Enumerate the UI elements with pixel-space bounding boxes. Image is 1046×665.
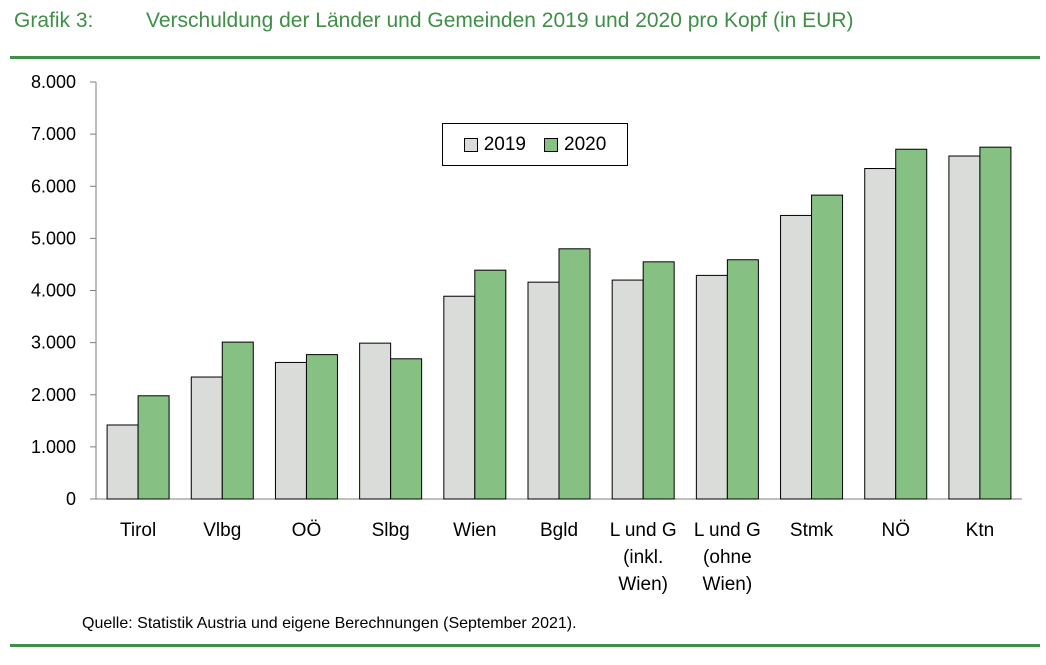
- x-tick-label: L und G (ohne Wien): [694, 520, 761, 595]
- legend-item-2020: 2020: [544, 134, 606, 156]
- x-tick-label: OÖ: [292, 520, 322, 541]
- x-tick-label: Stmk: [790, 520, 834, 541]
- x-tick-label: L und G (inkl. Wien): [610, 520, 677, 595]
- legend-item-2019: 2019: [463, 133, 526, 156]
- bar-2019-5: [527, 281, 560, 500]
- x-tick-label: Ktn: [966, 520, 995, 541]
- bottom-rule: [10, 644, 1040, 647]
- bar-2019-1: [190, 376, 223, 500]
- source-note: Quelle: Statistik Austria und eigene Ber…: [82, 615, 577, 632]
- legend-swatch-2019: [463, 137, 478, 152]
- y-tick-label: 3.000: [31, 333, 76, 353]
- legend-swatch-2020: [544, 137, 558, 152]
- figure-label: Grafik 3:: [14, 9, 94, 32]
- bar-2019-9: [864, 168, 897, 500]
- x-tick-label: Bgld: [540, 520, 578, 541]
- y-tick-label: 7.000: [31, 124, 76, 144]
- bar-2020-9: [895, 148, 928, 500]
- y-tick-label: 6.000: [31, 176, 76, 196]
- bar-2020-2: [305, 354, 338, 500]
- y-tick-label: 5.000: [31, 228, 76, 248]
- top-rule: [10, 56, 1040, 59]
- x-tick-label: Vlbg: [203, 520, 241, 541]
- bar-2020-6: [642, 261, 675, 500]
- chart-legend: 2019 2020: [442, 123, 628, 166]
- bar-2020-4: [474, 269, 507, 500]
- bar-2020-3: [390, 358, 423, 500]
- x-tick-label: Tirol: [120, 520, 156, 541]
- bar-2020-10: [979, 146, 1012, 500]
- figure-header: Grafik 3: Verschuldung der Länder und Ge…: [0, 0, 1046, 58]
- bar-2020-7: [726, 259, 759, 500]
- y-tick-label: 2.000: [31, 385, 76, 405]
- y-tick-label: 8.000: [31, 72, 76, 92]
- bar-2019-2: [274, 361, 307, 500]
- bar-2019-7: [695, 274, 728, 500]
- y-tick-label: 1.000: [31, 437, 76, 457]
- y-tick-label: 4.000: [31, 281, 76, 301]
- bar-2019-3: [359, 342, 392, 500]
- bar-2020-8: [811, 194, 844, 500]
- bar-2019-10: [948, 155, 981, 500]
- y-tick-label: 0: [66, 489, 76, 509]
- bar-2020-5: [558, 248, 591, 500]
- x-tick-label: Slbg: [372, 520, 410, 541]
- bar-2020-0: [137, 395, 170, 500]
- bar-2019-0: [106, 424, 139, 500]
- x-tick-label: Wien: [453, 520, 496, 541]
- bar-2020-1: [221, 341, 254, 500]
- legend-label-2019: 2019: [483, 133, 526, 155]
- bar-2019-6: [611, 279, 644, 500]
- chart-title: Verschuldung der Länder und Gemeinden 20…: [146, 9, 854, 32]
- bar-2019-4: [443, 295, 476, 500]
- legend-label-2020: 2020: [564, 133, 607, 155]
- x-tick-label: NÖ: [881, 520, 910, 541]
- bar-2019-8: [780, 214, 813, 500]
